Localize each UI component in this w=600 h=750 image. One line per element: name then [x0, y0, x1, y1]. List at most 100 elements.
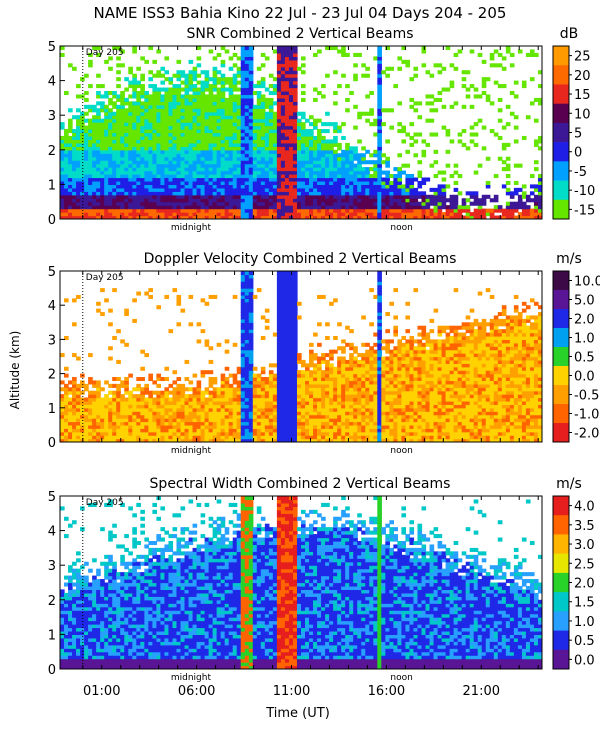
heatmap-cell: [100, 424, 105, 429]
heatmap-cell: [84, 129, 89, 134]
heatmap-cell: [68, 414, 73, 419]
heatmap-cell: [84, 212, 89, 217]
heatmap-cell: [84, 215, 89, 219]
heatmap-cell: [429, 101, 435, 106]
heatmap-cell: [120, 407, 125, 412]
heatmap-cell: [152, 191, 157, 196]
heatmap-cell: [72, 146, 77, 151]
heatmap-cell: [180, 73, 186, 78]
heatmap-cell: [120, 205, 125, 210]
heatmap-cell: [373, 208, 378, 213]
heatmap-cell: [156, 129, 162, 134]
heatmap-cell: [268, 194, 274, 199]
heatmap-cell: [184, 184, 190, 189]
heatmap-cell: [188, 411, 194, 416]
heatmap-cell: [148, 142, 153, 147]
heatmap-cell: [296, 394, 302, 399]
heatmap-cell: [76, 139, 81, 144]
heatmap-cell: [168, 438, 174, 442]
heatmap-cell: [164, 424, 170, 429]
heatmap-cell: [96, 418, 101, 423]
heatmap-cell: [208, 167, 214, 172]
heatmap-cell: [140, 397, 145, 402]
heatmap-cell: [104, 129, 109, 134]
heatmap-cell: [321, 149, 326, 154]
heatmap-cell: [260, 180, 266, 185]
heatmap-cell: [176, 397, 182, 402]
heatmap-cell: [120, 184, 125, 189]
heatmap-cell: [284, 84, 290, 89]
heatmap-cell: [284, 271, 290, 276]
heatmap-cell: [296, 122, 302, 127]
heatmap-cell: [180, 135, 186, 141]
heatmap-cell: [248, 70, 254, 75]
heatmap-cell: [276, 149, 282, 154]
heatmap-cell: [116, 163, 121, 168]
y-tick-label: 1: [48, 178, 56, 193]
heatmap-cell: [156, 101, 162, 106]
heatmap-cell: [345, 212, 350, 217]
heatmap-cell: [132, 129, 137, 134]
heatmap-cell: [140, 414, 145, 419]
heatmap-cell: [196, 142, 202, 147]
heatmap-cell: [325, 167, 330, 172]
heatmap-cell: [180, 170, 186, 175]
heatmap-cell: [200, 421, 206, 426]
heatmap-cell: [156, 201, 162, 206]
heatmap-cell: [136, 146, 141, 151]
heatmap-cell: [72, 205, 77, 210]
heatmap-cell: [313, 97, 318, 102]
heatmap-cell: [317, 149, 322, 154]
heatmap-cell: [184, 108, 190, 113]
heatmap-cell: [108, 97, 113, 102]
heatmap-cell: [288, 146, 294, 151]
heatmap-cell: [148, 184, 153, 189]
heatmap-cell: [216, 215, 222, 219]
heatmap-cell: [509, 63, 515, 68]
heatmap-cell: [240, 66, 246, 71]
heatmap-cell: [108, 153, 113, 158]
heatmap-cell: [252, 167, 258, 172]
heatmap-cell: [124, 139, 129, 144]
heatmap-cell: [445, 215, 451, 219]
heatmap-cell: [140, 205, 145, 210]
heatmap-cell: [84, 208, 89, 213]
heatmap-cell: [292, 167, 298, 172]
heatmap-cell: [156, 142, 162, 147]
heatmap-cell: [128, 390, 133, 395]
heatmap-cell: [140, 180, 145, 185]
heatmap-cell: [164, 135, 170, 141]
heatmap-cell: [224, 411, 230, 416]
heatmap-cell: [276, 363, 282, 368]
heatmap-cell: [248, 284, 254, 289]
heatmap-cell: [144, 397, 149, 402]
heatmap-cell: [256, 387, 262, 392]
heatmap-cell: [244, 363, 250, 368]
heatmap-cell: [244, 435, 250, 440]
heatmap-cell: [533, 184, 539, 189]
heatmap-cell: [317, 191, 322, 196]
heatmap-cell: [473, 142, 479, 147]
heatmap-cell: [188, 187, 194, 192]
heatmap-cell: [260, 142, 266, 147]
heatmap-cell: [220, 94, 226, 99]
heatmap-cell: [256, 118, 262, 123]
heatmap-cell: [68, 208, 73, 213]
heatmap-cell: [317, 135, 322, 141]
heatmap-cell: [128, 208, 133, 213]
heatmap-cell: [353, 194, 358, 199]
heatmap-cell: [176, 111, 182, 116]
heatmap-cell: [168, 191, 174, 196]
heatmap-cell: [329, 149, 334, 154]
heatmap-cell: [232, 73, 238, 78]
heatmap-cell: [276, 407, 282, 412]
heatmap-cell: [481, 90, 487, 96]
heatmap-cell: [393, 205, 398, 210]
heatmap-cell: [292, 284, 298, 289]
heatmap-cell: [164, 70, 170, 75]
heatmap-cell: [393, 201, 398, 206]
heatmap-cell: [212, 397, 218, 402]
heatmap-cell: [192, 167, 198, 172]
heatmap-cell: [264, 212, 270, 217]
heatmap-cell: [268, 125, 274, 130]
